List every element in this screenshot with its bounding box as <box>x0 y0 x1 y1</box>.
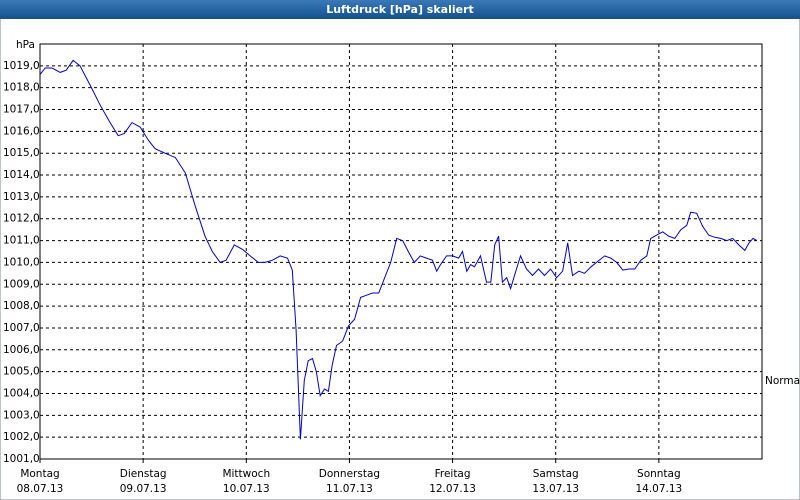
x-tick-label: Donnerstag <box>319 468 380 480</box>
x-tick-date: 08.07.13 <box>17 483 64 495</box>
y-tick-label: 1014,0 <box>3 169 40 181</box>
y-tick-label: 1015,0 <box>3 147 40 159</box>
y-tick-label: 1006,0 <box>3 344 40 356</box>
x-tick-label: Freitag <box>435 468 471 480</box>
x-tick-date: 13.07.13 <box>532 483 579 495</box>
y-tick-label: 1009,0 <box>3 278 40 290</box>
y-tick-label: 1011,0 <box>3 235 40 247</box>
y-axis-label: hPa <box>16 39 35 51</box>
chart-title: Luftdruck [hPa] skaliert <box>326 3 474 16</box>
x-tick-date: 11.07.13 <box>326 483 373 495</box>
plot-frame <box>39 43 763 460</box>
y-tick-label: 1002,0 <box>3 431 40 443</box>
y-tick-label: 1019,0 <box>3 60 40 72</box>
y-tick-label: 1010,0 <box>3 256 40 268</box>
y-tick-label: 1013,0 <box>3 191 40 203</box>
x-tick-label: Sonntag <box>637 468 681 480</box>
y-tick-label: 1017,0 <box>3 104 40 116</box>
x-tick-date: 12.07.13 <box>429 483 476 495</box>
title-bar <box>0 0 800 19</box>
y-tick-label: 1008,0 <box>3 300 40 312</box>
annotation: Normal <box>765 375 800 387</box>
x-tick-label: Samstag <box>533 468 579 480</box>
y-tick-label: 1005,0 <box>3 366 40 378</box>
x-tick-date: 14.07.13 <box>635 483 682 495</box>
y-tick-label: 1004,0 <box>3 387 40 399</box>
y-tick-label: 1018,0 <box>3 82 40 94</box>
y-tick-label: 1001,0 <box>3 453 40 465</box>
x-tick-date: 10.07.13 <box>223 483 270 495</box>
y-tick-label: 1007,0 <box>3 322 40 334</box>
y-tick-label: 1003,0 <box>3 409 40 421</box>
pressure-line <box>39 59 758 440</box>
x-tick-label: Mittwoch <box>222 468 270 480</box>
x-tick-date: 09.07.13 <box>120 483 167 495</box>
y-tick-label: 1016,0 <box>3 125 40 137</box>
y-tick-label: 1012,0 <box>3 213 40 225</box>
x-tick-label: Dienstag <box>120 468 167 480</box>
x-tick-label: Montag <box>20 468 59 480</box>
